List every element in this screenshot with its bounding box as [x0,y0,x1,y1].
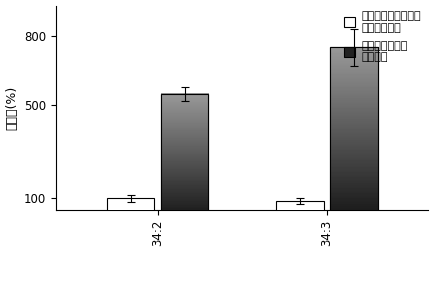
Legend: リンが十分に与えら
れている場合, リンが欠乏して
いる場合: リンが十分に与えら れている場合, リンが欠乏して いる場合 [342,9,423,64]
Bar [330,47,378,222]
Y-axis label: 相対比(%): 相対比(%) [6,86,19,130]
Bar [107,198,154,222]
Bar [276,201,323,222]
Bar [161,94,208,222]
Bar [161,94,208,222]
Bar [330,47,378,222]
